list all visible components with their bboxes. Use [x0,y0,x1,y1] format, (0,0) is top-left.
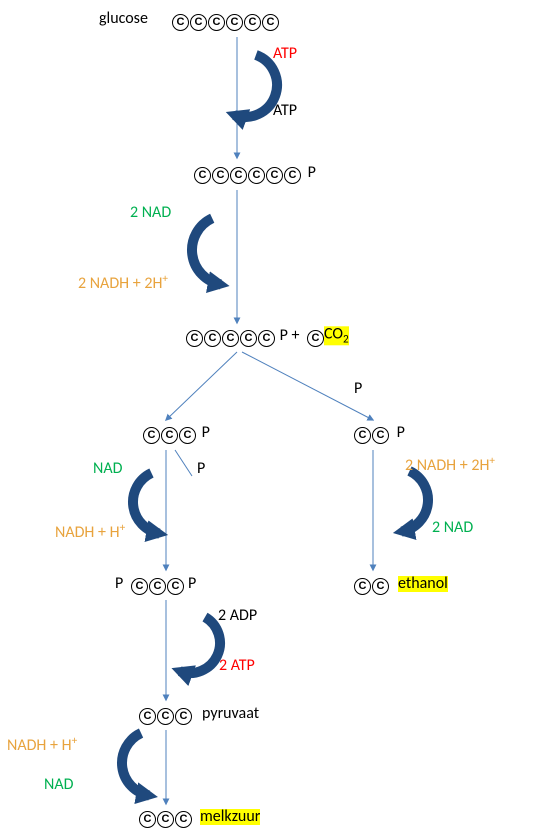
carbon-symbol: C [139,708,156,725]
carbon-symbol: C [143,427,160,444]
label-p-right: P [188,576,196,592]
carbon-symbol: C [354,578,371,595]
carbon-symbol: C [149,578,166,595]
label-pyruvaat: pyruvaat [202,706,259,722]
carbon-symbol: C [258,330,275,347]
carbon-symbol: C [179,427,196,444]
label-p-split: P [354,381,362,397]
arrow-a3l [166,352,237,420]
carbon-symbol: C [262,14,279,31]
carbon-symbol: C [248,167,265,184]
carbon-symbol: C [226,14,243,31]
carbon-symbol: C [230,167,247,184]
label-nadh: NADH + H+ [55,523,125,541]
label-glucose: glucose [99,11,148,27]
label-nadh2: 2 NADH + 2H+ [78,274,168,292]
arrow-a4l-p [175,450,192,476]
carbon-symbol: C [307,330,324,347]
carbon-chain-p3p: CCC [131,578,185,596]
label-nad2r: 2 NAD [432,520,473,536]
carbon-symbol: C [157,708,174,725]
carbon-chain-r2: CC [354,578,390,596]
carbon-chain-mlk3: CCC [139,811,193,829]
carbon-chain-chain6p: CCCCCC [194,167,302,185]
carbon-chain-chain6: CCCCCC [172,14,280,32]
arrow-layer [0,0,545,834]
carbon-symbol: C [284,167,301,184]
carbon-symbol: C [186,330,203,347]
carbon-symbol: C [266,167,283,184]
carbon-symbol: C [194,167,211,184]
label-chain6p-P: P [304,165,316,181]
curve-c1 [234,55,277,117]
label-ethanol: ethanol [398,576,448,592]
carbon-symbol: C [208,14,225,31]
label-nad2: 2 NAD [130,205,171,221]
carbon-chain-right2: CC [354,427,390,445]
carbon-symbol: C [244,14,261,31]
label-co2: CO2 [324,326,349,345]
label-nadh2r: 2 NADH + 2H+ [405,456,495,474]
curve-c2 [192,218,221,284]
carbon-symbol: C [157,811,174,828]
curve-c4 [402,471,428,532]
label-melkzuur: melkzuur [200,809,260,825]
carbon-symbol: C [204,330,221,347]
diagram-root: { "colors": { "text_default": "#000000",… [0,0,545,834]
carbon-symbol: C [175,708,192,725]
label-chain5p-P: P + [276,328,299,344]
carbon-symbol: C [240,330,257,347]
label-adp2: 2 ADP [218,608,257,624]
carbon-symbol: C [222,330,239,347]
carbon-symbol: C [175,811,192,828]
label-p-left: P [115,576,123,592]
carbon-symbol: C [190,14,207,31]
label-atp-in: ATP [273,46,297,62]
carbon-chain-left3: CCC [143,427,197,445]
label-nadh-l: NADH + H+ [7,736,77,754]
curve-c6 [122,733,149,795]
carbon-chain-pyr3: CCC [139,708,193,726]
curve-c3 [133,473,159,534]
curve-c5 [180,617,220,673]
carbon-chain-chain5: CCCCC [186,330,276,348]
carbon-symbol: C [131,578,148,595]
carbon-symbol: C [167,578,184,595]
carbon-symbol: C [139,811,156,828]
carbon-symbol: C [161,427,178,444]
label-right2-P: P [393,425,405,441]
label-atp-alt: ATP [273,103,297,119]
carbon-symbol: C [212,167,229,184]
carbon-symbol: C [372,578,389,595]
label-nad-l: NAD [44,777,73,793]
carbon-symbol: C [372,427,389,444]
label-atp2: 2 ATP [219,658,255,674]
carbon-chain-chain1: C [307,330,325,348]
label-left3-P: P [198,425,210,441]
carbon-symbol: C [172,14,189,31]
carbon-symbol: C [354,427,371,444]
label-p-off: P [197,461,205,477]
label-nad: NAD [93,461,122,477]
